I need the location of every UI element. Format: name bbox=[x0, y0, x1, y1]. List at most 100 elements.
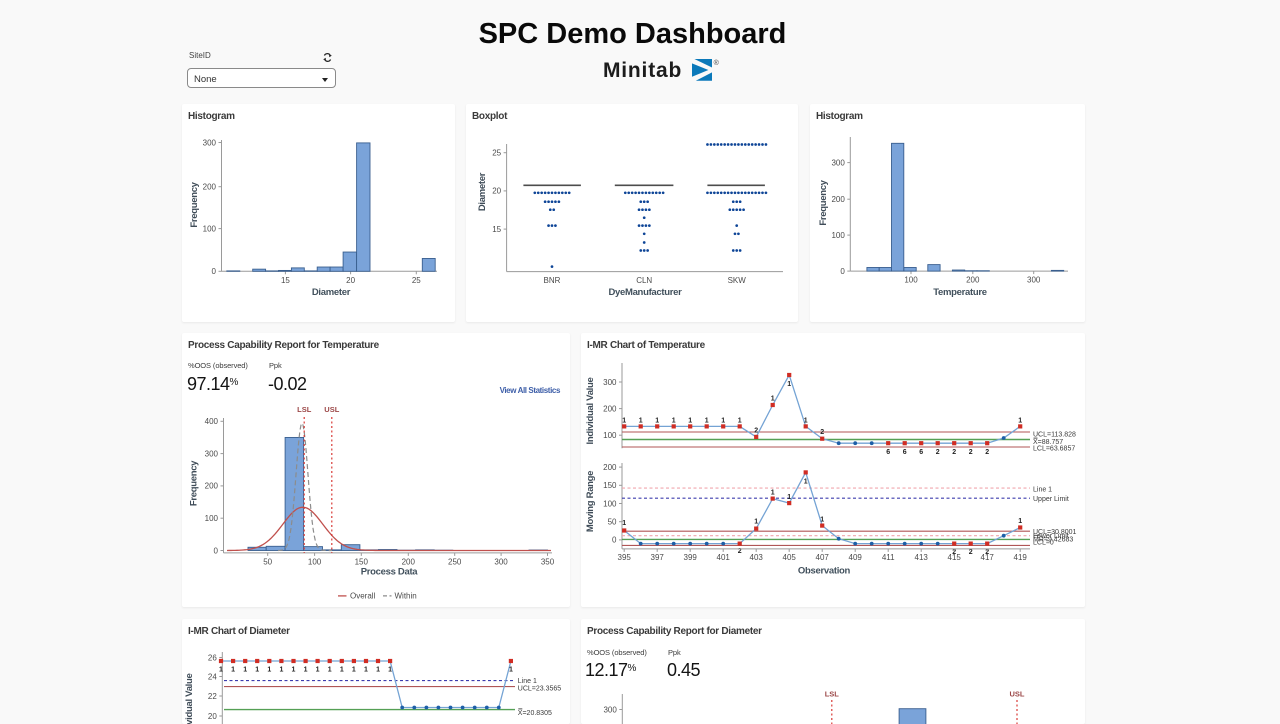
svg-text:1: 1 bbox=[292, 667, 296, 674]
svg-text:399: 399 bbox=[684, 553, 698, 562]
svg-text:6: 6 bbox=[919, 449, 923, 456]
svg-text:Moving Range: Moving Range bbox=[585, 471, 596, 532]
svg-text:300: 300 bbox=[603, 705, 617, 714]
svg-text:1: 1 bbox=[721, 417, 725, 424]
svg-text:100: 100 bbox=[203, 224, 217, 233]
svg-text:300: 300 bbox=[494, 557, 508, 566]
svg-text:413: 413 bbox=[915, 553, 929, 562]
svg-text:1: 1 bbox=[622, 417, 626, 424]
svg-text:2: 2 bbox=[754, 427, 758, 434]
svg-text:300: 300 bbox=[831, 158, 845, 167]
svg-text:Frequency: Frequency bbox=[189, 460, 200, 506]
svg-text:200: 200 bbox=[966, 276, 980, 285]
svg-text:1: 1 bbox=[364, 667, 368, 674]
svg-text:150: 150 bbox=[603, 481, 617, 490]
svg-text:®: ® bbox=[714, 59, 720, 67]
svg-text:UCL=23.3565: UCL=23.3565 bbox=[518, 686, 562, 693]
svg-text:0: 0 bbox=[840, 267, 845, 276]
svg-text:0: 0 bbox=[612, 536, 617, 545]
svg-text:22: 22 bbox=[208, 692, 217, 701]
svg-text:1: 1 bbox=[352, 667, 356, 674]
svg-text:1: 1 bbox=[738, 417, 742, 424]
svg-text:25: 25 bbox=[492, 149, 501, 158]
svg-text:1: 1 bbox=[255, 667, 259, 674]
svg-text:1: 1 bbox=[219, 667, 223, 674]
svg-text:300: 300 bbox=[205, 449, 219, 458]
svg-text:401: 401 bbox=[717, 553, 731, 562]
svg-text:20: 20 bbox=[208, 712, 217, 721]
svg-text:1: 1 bbox=[820, 517, 824, 524]
svg-text:BNR: BNR bbox=[544, 276, 561, 285]
svg-text:20: 20 bbox=[346, 276, 355, 285]
svg-text:417: 417 bbox=[981, 553, 995, 562]
svg-text:1: 1 bbox=[267, 667, 271, 674]
svg-text:1: 1 bbox=[1018, 518, 1022, 525]
svg-text:24: 24 bbox=[208, 672, 217, 681]
svg-text:1: 1 bbox=[509, 667, 513, 674]
svg-text:100: 100 bbox=[308, 557, 322, 566]
svg-text:100: 100 bbox=[205, 514, 219, 523]
svg-text:25: 25 bbox=[412, 276, 421, 285]
svg-text:LCL=0: LCL=0 bbox=[1033, 539, 1054, 546]
svg-text:409: 409 bbox=[849, 553, 863, 562]
svg-text:1: 1 bbox=[804, 417, 808, 424]
svg-text:200: 200 bbox=[603, 404, 617, 413]
svg-text:400: 400 bbox=[205, 417, 219, 426]
svg-text:20: 20 bbox=[492, 187, 501, 196]
svg-text:15: 15 bbox=[492, 225, 501, 234]
svg-text:Individual Value: Individual Value bbox=[184, 673, 195, 724]
svg-text:1: 1 bbox=[622, 520, 626, 527]
svg-text:CLN: CLN bbox=[636, 276, 652, 285]
svg-text:Diameter: Diameter bbox=[477, 172, 488, 211]
svg-text:Diameter: Diameter bbox=[312, 287, 351, 298]
svg-text:1: 1 bbox=[304, 667, 308, 674]
svg-text:1: 1 bbox=[705, 417, 709, 424]
svg-text:15: 15 bbox=[281, 276, 290, 285]
svg-text:1: 1 bbox=[340, 667, 344, 674]
svg-text:2: 2 bbox=[936, 449, 940, 456]
svg-text:Line 1: Line 1 bbox=[1033, 486, 1052, 493]
svg-text:1: 1 bbox=[231, 667, 235, 674]
svg-text:100: 100 bbox=[603, 499, 617, 508]
svg-text:100: 100 bbox=[831, 231, 845, 240]
svg-text:SKW: SKW bbox=[728, 276, 747, 285]
svg-text:Frequency: Frequency bbox=[189, 181, 200, 227]
svg-text:UCL=113.828: UCL=113.828 bbox=[1033, 431, 1076, 438]
svg-text:350: 350 bbox=[541, 557, 555, 566]
svg-text:Overall: Overall bbox=[350, 592, 376, 601]
svg-text:415: 415 bbox=[948, 553, 962, 562]
svg-text:200: 200 bbox=[831, 195, 845, 204]
svg-text:6: 6 bbox=[886, 449, 890, 456]
svg-text:2: 2 bbox=[985, 449, 989, 456]
svg-text:300: 300 bbox=[603, 378, 617, 387]
svg-text:250: 250 bbox=[448, 557, 462, 566]
svg-text:2: 2 bbox=[952, 449, 956, 456]
svg-text:1: 1 bbox=[388, 667, 392, 674]
svg-text:0: 0 bbox=[214, 546, 219, 555]
svg-text:300: 300 bbox=[1027, 276, 1041, 285]
svg-text:1: 1 bbox=[1018, 417, 1022, 424]
svg-text:1: 1 bbox=[639, 417, 643, 424]
svg-text:403: 403 bbox=[750, 553, 764, 562]
svg-text:1: 1 bbox=[376, 667, 380, 674]
svg-text:1: 1 bbox=[279, 667, 283, 674]
svg-text:LSL: LSL bbox=[825, 690, 840, 699]
svg-text:Individual Value: Individual Value bbox=[585, 377, 596, 444]
svg-text:Line 1: Line 1 bbox=[518, 678, 537, 685]
svg-text:1: 1 bbox=[243, 667, 247, 674]
svg-text:USL: USL bbox=[1010, 690, 1025, 699]
svg-text:Within: Within bbox=[395, 592, 417, 601]
svg-text:2: 2 bbox=[969, 549, 973, 556]
svg-text:1: 1 bbox=[771, 490, 775, 497]
svg-text:Temperature: Temperature bbox=[933, 287, 987, 298]
svg-text:LCL=63.6857: LCL=63.6857 bbox=[1033, 445, 1075, 452]
svg-text:1: 1 bbox=[771, 396, 775, 403]
svg-text:Frequency: Frequency bbox=[818, 179, 829, 225]
svg-text:1: 1 bbox=[787, 381, 791, 388]
svg-text:150: 150 bbox=[355, 557, 369, 566]
svg-text:Observation: Observation bbox=[798, 566, 851, 577]
svg-text:X=20.8305: X=20.8305 bbox=[518, 710, 552, 717]
svg-text:419: 419 bbox=[1014, 553, 1028, 562]
svg-text:200: 200 bbox=[205, 482, 219, 491]
svg-text:1: 1 bbox=[688, 417, 692, 424]
